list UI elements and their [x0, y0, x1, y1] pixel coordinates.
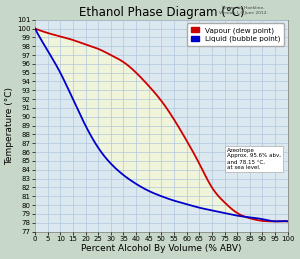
Text: Azeotrope
Approx. 95.6% abv,
and 78.15 °C,
at sea level.: Azeotrope Approx. 95.6% abv, and 78.15 °… — [227, 148, 281, 170]
Legend: Vapour (dew point), Liquid (bubble point): Vapour (dew point), Liquid (bubble point… — [187, 23, 284, 46]
Y-axis label: Temperature (°C): Temperature (°C) — [6, 87, 15, 165]
X-axis label: Percent Alcohol By Volume (% ABV): Percent Alcohol By Volume (% ABV) — [81, 244, 242, 254]
Text: Drawn by Hoekline,
Version 1.0 June 2012.: Drawn by Hoekline, Version 1.0 June 2012… — [219, 6, 267, 15]
Title: Ethanol Phase Diagram (°C): Ethanol Phase Diagram (°C) — [79, 5, 244, 19]
